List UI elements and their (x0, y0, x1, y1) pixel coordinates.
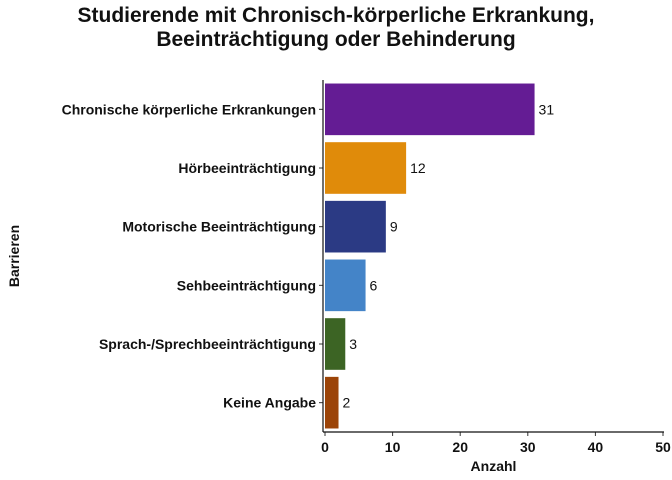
x-tick-label: 50 (655, 439, 671, 455)
bar-3 (325, 259, 366, 312)
category-label: Motorische Beeinträchtigung (122, 219, 316, 235)
x-tick-label: 0 (321, 439, 329, 455)
bar-0 (325, 83, 535, 136)
x-tick-label: 40 (588, 439, 604, 455)
bar-value-label: 9 (390, 219, 398, 235)
category-label: Keine Angabe (223, 395, 316, 411)
category-label: Sprach-/Sprechbeeinträchtigung (99, 336, 316, 352)
x-axis-title: Anzahl (471, 458, 517, 474)
bar-value-label: 31 (539, 101, 555, 117)
bar-value-label: 2 (343, 395, 351, 411)
chart-title-line-1: Studierende mit Chronisch-körperliche Er… (77, 4, 595, 27)
y-axis-title: Barrieren (6, 225, 22, 287)
axis-ticks-group: 0 10 20 30 40 50 (319, 108, 671, 455)
category-label: Hörbeeinträchtigung (178, 160, 316, 176)
bar-value-label: 3 (349, 336, 357, 352)
x-tick-label: 20 (452, 439, 468, 455)
category-label: Sehbeeinträchtigung (177, 277, 316, 293)
bar-value-label: 6 (370, 277, 378, 293)
bar-2 (325, 200, 386, 253)
chart-title-line-2: Beeinträchtigung oder Behinderung (156, 28, 516, 51)
bar-value-label: 12 (410, 160, 426, 176)
category-label: Chronische körperliche Erkrankungen (62, 101, 316, 117)
bar-1 (325, 142, 407, 194)
bars-group: 31 12 9 6 3 2 (325, 83, 555, 429)
category-labels-group: Chronische körperliche Erkrankungen Hörbe… (62, 101, 317, 410)
bar-4 (325, 318, 346, 370)
x-tick-label: 30 (520, 439, 536, 455)
bar-5 (325, 376, 339, 429)
x-tick-label: 10 (385, 439, 401, 455)
